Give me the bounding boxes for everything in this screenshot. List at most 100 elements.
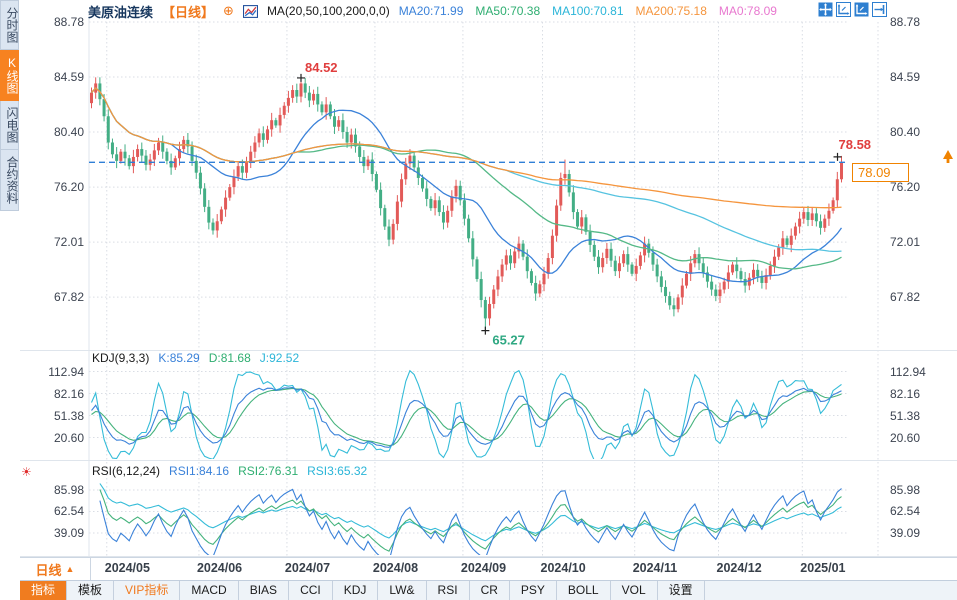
sidebar-item-1[interactable]: 分时图 (0, 0, 19, 50)
candle-body (793, 226, 797, 236)
x-axis-label: 2024/08 (372, 561, 419, 575)
candle-body (123, 151, 127, 159)
candle-body (437, 200, 441, 213)
candle-body (446, 210, 450, 223)
candle-body (492, 289, 496, 304)
indicator-settings-icon[interactable]: ☀ (21, 465, 32, 479)
candle-body (638, 255, 642, 266)
kdj-values: K:85.29 D:81.68 J:92.52 (158, 351, 299, 365)
price-tick-left: 88.78 (53, 15, 84, 29)
candle-body (106, 116, 110, 143)
candle-body (270, 120, 274, 130)
kdj-tick-right: 112.94 (890, 364, 926, 379)
candle-body (714, 289, 718, 297)
candle-body (735, 264, 739, 272)
candle-body (228, 187, 232, 198)
price-arrow-icon (943, 150, 953, 163)
kdj-tick-left: 112.94 (48, 364, 84, 379)
indicator-value-label: RSI2:76.31 (238, 464, 299, 478)
go-to-latest-icon[interactable] (872, 2, 887, 17)
candle-body (542, 273, 546, 285)
candle-body (697, 254, 701, 264)
candle-body (571, 192, 575, 213)
candle-body (211, 222, 215, 231)
candle-body (513, 251, 517, 264)
sidebar-item-4[interactable]: 合约资料 (0, 150, 19, 211)
sidebar-item-2[interactable]: K线图 (0, 50, 19, 101)
pan-crosshair-icon[interactable] (818, 2, 833, 17)
candle-body (462, 200, 466, 219)
compress-x-axis-icon[interactable] (836, 2, 851, 17)
candle-body (655, 264, 659, 277)
candle-body (316, 93, 320, 105)
indicator-tab-设置[interactable]: 设置 (658, 581, 705, 600)
candle-body (337, 120, 341, 127)
candle-body (324, 104, 328, 113)
candle-body (219, 209, 223, 222)
period-selector[interactable]: 日线 ▲ (20, 557, 91, 580)
candle-body (395, 201, 399, 224)
indicator-tab-BOLL[interactable]: BOLL (557, 581, 611, 600)
indicator-tab-VIP指标[interactable]: VIP指标 (114, 581, 181, 600)
price-tick-left: 76.20 (53, 180, 84, 195)
candle-body (483, 300, 487, 319)
ma-value-label: MA50:70.38 (475, 4, 541, 18)
indicator-tab-BIAS[interactable]: BIAS (239, 581, 290, 600)
candle-body (555, 205, 559, 236)
indicator-tab-PSY[interactable]: PSY (510, 581, 557, 600)
candle-body (136, 149, 140, 157)
candle-body (404, 163, 408, 180)
candle-body (529, 271, 533, 283)
candle-body (328, 104, 332, 117)
candle-body (664, 286, 668, 297)
candle-body (576, 212, 580, 227)
candle-body (739, 271, 743, 280)
kdj-k-line (91, 386, 842, 448)
candle-body (743, 279, 747, 286)
sidebar-item-3[interactable]: 闪电图 (0, 101, 19, 150)
indicator-value-label: RSI1:84.16 (169, 464, 230, 478)
period-tag: 【日线】 (162, 4, 215, 20)
candle-body (823, 218, 827, 228)
price-tick-left: 80.40 (53, 125, 84, 139)
line-chart-icon[interactable] (242, 4, 258, 19)
rsi-tick-left: 39.09 (53, 525, 84, 540)
candle-body (157, 142, 161, 151)
kdj-pane-header: KDJ(9,3,3) K:85.29 D:81.68 J:92.52 (92, 351, 299, 365)
candle-body (509, 255, 512, 264)
kdj-d-line (91, 387, 842, 447)
compress-y-axis-icon[interactable] (854, 2, 869, 17)
candle-body (701, 263, 705, 273)
candle-body (236, 166, 240, 177)
candle-body (374, 174, 378, 190)
indicator-tab-LW&[interactable]: LW& (378, 581, 427, 600)
indicator-tab-KDJ[interactable]: KDJ (333, 581, 379, 600)
candle-body (291, 89, 295, 98)
ma-formula-label: MA(20,50,100,200,0,0) (266, 4, 390, 18)
candle-body (789, 235, 793, 245)
indicator-tab-VOL[interactable]: VOL (611, 581, 658, 600)
current-price-box: 78.09 (852, 163, 909, 182)
indicator-tab-CCI[interactable]: CCI (289, 581, 333, 600)
candle-body (203, 188, 207, 207)
candle-body (207, 206, 211, 223)
candle-body (190, 146, 194, 161)
indicator-tab-CR[interactable]: CR (470, 581, 510, 600)
indicator-tab-RSI[interactable]: RSI (427, 581, 470, 600)
candle-body (764, 275, 768, 283)
indicator-value-label: D:81.68 (208, 351, 251, 365)
candle-body (320, 104, 324, 113)
candle-body (303, 83, 307, 93)
indicator-tab-模板[interactable]: 模板 (67, 581, 115, 600)
candle-body (429, 198, 433, 209)
indicator-tab-指标[interactable]: 指标 (20, 581, 68, 600)
add-overlay-icon[interactable]: ⊕ (223, 3, 234, 18)
ma-value-label: MA20:71.99 (398, 4, 464, 18)
candle-body (261, 133, 265, 140)
candle-body (718, 289, 722, 297)
candle-body (605, 248, 609, 259)
candle-body (538, 284, 542, 294)
indicator-tab-MACD[interactable]: MACD (180, 581, 239, 600)
candle-body (454, 185, 458, 197)
